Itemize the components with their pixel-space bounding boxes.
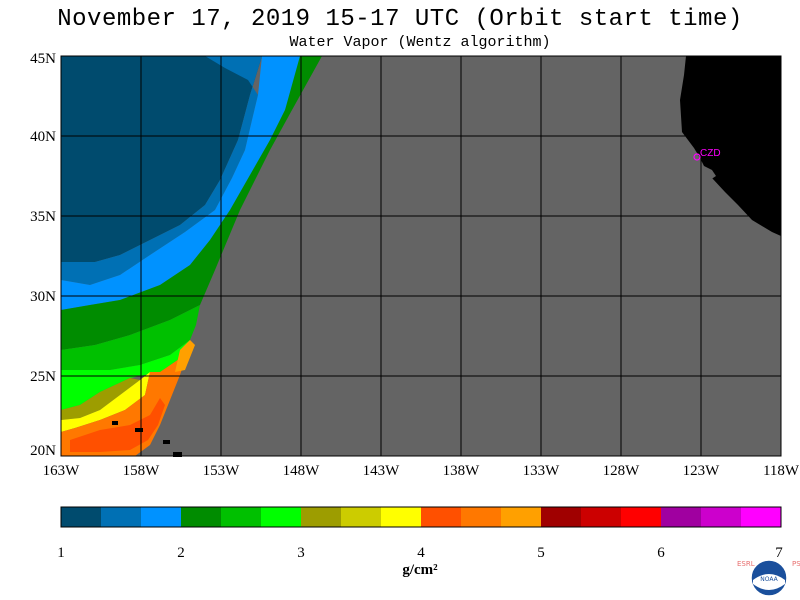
colorbar-swatch [581,507,622,527]
vapor-band-blue [61,56,322,310]
vapor-band-olive [61,378,140,420]
city-marker-circle [693,153,701,161]
noaa-logo: NOAA [750,559,788,597]
colorbar-swatch [621,507,662,527]
colorbar-tick-label: 1 [57,545,65,561]
land-bay [704,166,716,180]
lon-label: 138W [443,463,481,479]
colorbar-swatch [541,507,582,527]
land-california [680,56,781,236]
colorbar-frame [60,506,782,528]
lat-label: 30N [30,289,56,305]
lon-label: 118W [763,463,800,479]
lat-label: 25N [30,369,56,385]
lon-label: 128W [603,463,641,479]
colorbar-swatch [381,507,422,527]
colorbar-swatch [741,507,782,527]
vapor-band-darkblue [61,56,262,262]
map-area: CZD [60,55,782,457]
colorbar-swatch [501,507,542,527]
colorbar-tick-label: 5 [537,545,545,561]
lon-label: 148W [283,463,321,479]
colorbar-swatch [341,507,382,527]
colorbar-units: g/cm² [402,562,438,578]
island-kauai [112,421,118,425]
noaa-logo-text: NOAA [760,576,778,583]
colorbar-swatch [661,507,702,527]
vapor-band-darkgreen [61,56,322,350]
lon-label: 153W [203,463,241,479]
colorbar-tick-label: 2 [177,545,185,561]
vapor-band-green [61,305,200,370]
colorbar-swatch [61,507,102,527]
colorbar-swatch [261,507,302,527]
island-maui [163,440,170,444]
lat-label: 35N [30,209,56,225]
lon-label: 123W [683,463,721,479]
colorbar-swatch [461,507,502,527]
esrl-text: ESRL [737,560,755,568]
colorbar-swatch [101,507,142,527]
lat-label: 45N [30,51,56,67]
colorbar-swatch [221,507,262,527]
colorbar-swatch [421,507,462,527]
colorbar-tick-label: 3 [297,545,305,561]
city-marker-label: CZD [700,148,721,159]
lon-labels: 163W 158W 153W 148W 143W 138W 133W 128W … [43,463,800,479]
colorbar-swatch [701,507,742,527]
vapor-band-amber [175,340,195,372]
lat-label: 20N [30,443,56,459]
psd-text: PSD [792,560,800,568]
lon-label: 158W [123,463,161,479]
map-frame [60,55,782,457]
vapor-band-lime [61,340,190,410]
vapor-band-yellow [61,372,150,432]
island-oahu [135,428,143,432]
map-subtitle: Water Vapor (Wentz algorithm) [289,34,551,51]
island-hawaii [173,452,182,457]
grid [61,56,781,456]
colorbar-swatch [181,507,222,527]
colorbar-tick-label: 6 [657,545,665,561]
colorbar-tick-label: 7 [775,545,783,561]
colorbar-ticks: 1 2 3 4 5 6 7 [57,545,783,561]
colorbar-swatch [141,507,182,527]
colorbar-swatch [301,507,342,527]
colorbar [61,507,782,527]
lat-label: 40N [30,129,56,145]
lat-labels: 45N 40N 35N 30N 25N 20N [30,51,56,459]
colorbar-tick-label: 4 [417,545,425,561]
lon-label: 163W [43,463,81,479]
vapor-band-orange [61,345,190,456]
lon-label: 133W [523,463,561,479]
lon-label: 143W [363,463,401,479]
map-title: November 17, 2019 15-17 UTC (Orbit start… [57,6,743,33]
vapor-band-midblue [61,56,262,285]
